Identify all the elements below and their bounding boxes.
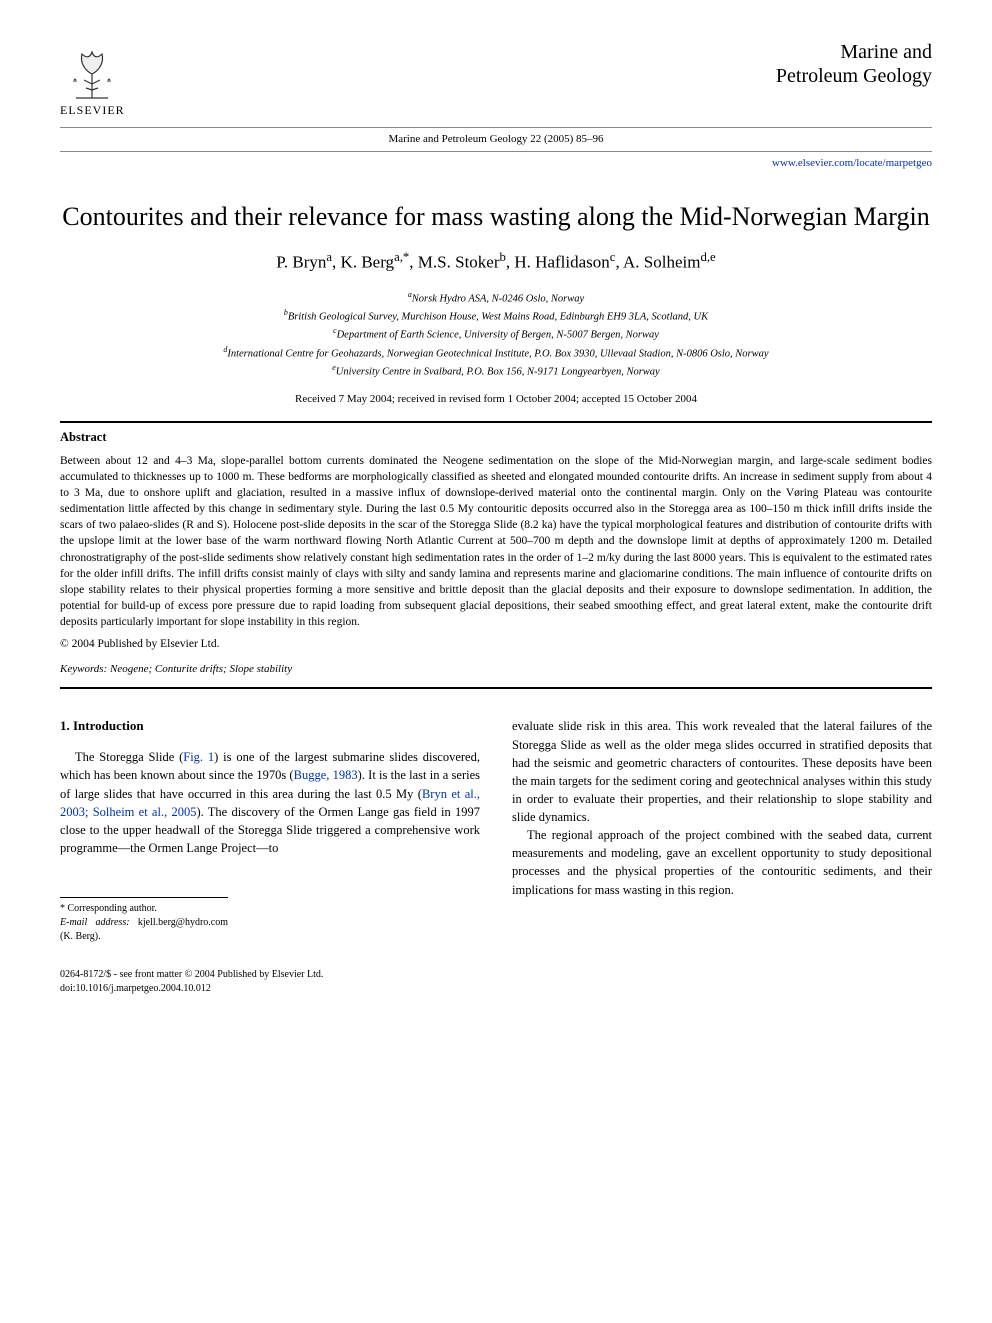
citation-ref[interactable]: Bryn et al., 2003; Solheim et al., 2005 bbox=[60, 787, 480, 819]
affiliation-b: bBritish Geological Survey, Murchison Ho… bbox=[60, 307, 932, 325]
column-right: evaluate slide risk in this area. This w… bbox=[512, 717, 932, 996]
affiliation-a-text: Norsk Hydro ASA, N-0246 Oslo, Norway bbox=[412, 293, 584, 304]
corresponding-author-note: * Corresponding author. bbox=[60, 902, 228, 916]
affiliation-d-text: International Centre for Geohazards, Nor… bbox=[227, 348, 768, 359]
affiliation-c: cDepartment of Earth Science, University… bbox=[60, 325, 932, 343]
publisher-label: ELSEVIER bbox=[60, 102, 125, 119]
rule-below-keywords bbox=[60, 687, 932, 689]
affiliation-c-text: Department of Earth Science, University … bbox=[337, 330, 659, 341]
email-label: E-mail address: bbox=[60, 917, 130, 928]
fig-ref[interactable]: Fig. 1 bbox=[183, 750, 214, 764]
journal-brand-line2: Petroleum Geology bbox=[776, 64, 932, 88]
intro-paragraph-1: The Storegga Slide (Fig. 1) is one of th… bbox=[60, 748, 480, 857]
journal-url[interactable]: www.elsevier.com/locate/marpetgeo bbox=[60, 156, 932, 171]
article-title: Contourites and their relevance for mass… bbox=[60, 200, 932, 234]
header-row: ELSEVIER Marine and Petroleum Geology bbox=[60, 40, 932, 119]
intro-paragraph-1-cont: evaluate slide risk in this area. This w… bbox=[512, 717, 932, 826]
footer-line-2: doi:10.1016/j.marpetgeo.2004.10.012 bbox=[60, 982, 480, 996]
affiliation-e-text: University Centre in Svalbard, P.O. Box … bbox=[336, 366, 660, 377]
rule-top bbox=[60, 127, 932, 128]
publisher-logo: ELSEVIER bbox=[60, 40, 125, 119]
affiliation-b-text: British Geological Survey, Murchison Hou… bbox=[288, 312, 708, 323]
elsevier-tree-icon bbox=[62, 40, 122, 100]
citation-ref[interactable]: Bugge, 1983 bbox=[294, 768, 358, 782]
footer: 0264-8172/$ - see front matter © 2004 Pu… bbox=[60, 968, 480, 996]
abstract-copyright: © 2004 Published by Elsevier Ltd. bbox=[60, 636, 932, 652]
keywords: Keywords: Neogene; Conturite drifts; Slo… bbox=[60, 662, 932, 677]
abstract-heading: Abstract bbox=[60, 429, 932, 447]
journal-brand: Marine and Petroleum Geology bbox=[776, 40, 932, 88]
journal-brand-line1: Marine and bbox=[776, 40, 932, 64]
affiliation-a: aNorsk Hydro ASA, N-0246 Oslo, Norway bbox=[60, 289, 932, 307]
affiliation-d: dInternational Centre for Geohazards, No… bbox=[60, 344, 932, 362]
section-1-heading: 1. Introduction bbox=[60, 717, 480, 736]
footer-line-1: 0264-8172/$ - see front matter © 2004 Pu… bbox=[60, 968, 480, 982]
article-dates: Received 7 May 2004; received in revised… bbox=[60, 392, 932, 407]
rule-under-citation bbox=[60, 151, 932, 152]
email-line: E-mail address: kjell.berg@hydro.com (K.… bbox=[60, 916, 228, 944]
abstract-body: Between about 12 and 4–3 Ma, slope-paral… bbox=[60, 453, 932, 630]
footnotes: * Corresponding author. E-mail address: … bbox=[60, 897, 228, 944]
column-left: 1. Introduction The Storegga Slide (Fig.… bbox=[60, 717, 480, 996]
affiliations: aNorsk Hydro ASA, N-0246 Oslo, Norway bB… bbox=[60, 289, 932, 380]
rule-above-abstract bbox=[60, 421, 932, 423]
author-list: P. Bryna, K. Berga,*, M.S. Stokerb, H. H… bbox=[60, 249, 932, 274]
intro-paragraph-2: The regional approach of the project com… bbox=[512, 826, 932, 899]
body-columns: 1. Introduction The Storegga Slide (Fig.… bbox=[60, 717, 932, 996]
affiliation-e: eUniversity Centre in Svalbard, P.O. Box… bbox=[60, 362, 932, 380]
citation-line: Marine and Petroleum Geology 22 (2005) 8… bbox=[60, 132, 932, 147]
